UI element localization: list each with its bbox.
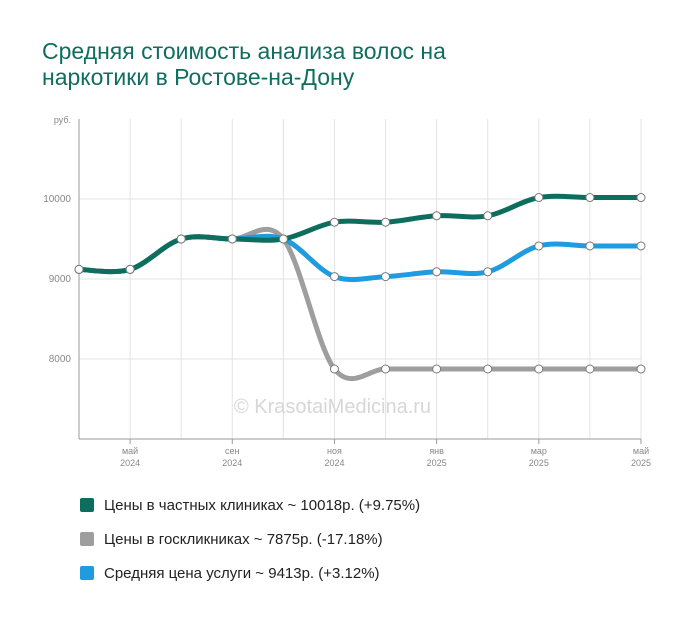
series-point-2 — [483, 211, 493, 221]
legend-swatch-private — [80, 498, 94, 512]
series-point-2 — [585, 193, 595, 203]
series-point-1 — [636, 241, 646, 251]
series-point-0 — [432, 364, 442, 374]
series-point-1 — [585, 241, 595, 251]
series-point-0 — [585, 364, 595, 374]
series-point-2 — [278, 234, 288, 244]
x-tick-month: сен — [225, 446, 240, 456]
series-point-2 — [176, 234, 186, 244]
x-tick-month: май — [122, 446, 138, 456]
series-point-1 — [329, 272, 339, 282]
series-point-2 — [74, 264, 84, 274]
x-tick-month: май — [633, 446, 649, 456]
series-point-1 — [483, 267, 493, 277]
legend-item-public[interactable]: Цены в госкликниках ~ 7875р. (-17.18%) — [80, 522, 420, 556]
series-point-2 — [125, 264, 135, 274]
watermark: © KrasotaiMedicina.ru — [234, 396, 432, 418]
x-tick-year: 2024 — [222, 458, 242, 468]
legend-label-average: Средняя цена услуги ~ 9413р. (+3.12%) — [104, 564, 380, 582]
chart-legend: Цены в частных клиниках ~ 10018р. (+9.75… — [80, 488, 420, 590]
series-point-0 — [329, 364, 339, 374]
series-point-0 — [483, 364, 493, 374]
x-tick-month: ноя — [327, 446, 342, 456]
series-point-0 — [534, 364, 544, 374]
series-point-2 — [534, 193, 544, 203]
legend-swatch-average — [80, 566, 94, 580]
series-point-0 — [636, 364, 646, 374]
chart-title-line-1: Средняя стоимость анализа волос на — [42, 38, 446, 64]
x-tick-year: 2025 — [529, 458, 549, 468]
series-point-1 — [381, 272, 391, 282]
series-point-2 — [227, 234, 237, 244]
chart-title-line-2: наркотики в Ростове-на-Дону — [42, 64, 355, 90]
series-line-2 — [76, 193, 644, 275]
series-point-2 — [636, 193, 646, 203]
series-point-2 — [329, 217, 339, 227]
legend-swatch-public — [80, 532, 94, 546]
legend-label-public: Цены в госкликниках ~ 7875р. (-17.18%) — [104, 530, 383, 548]
series-point-1 — [534, 241, 544, 251]
y-tick-label: 10000 — [43, 194, 71, 205]
series-line-1 — [76, 233, 644, 283]
series-point-0 — [381, 364, 391, 374]
legend-label-private: Цены в частных клиниках ~ 10018р. (+9.75… — [104, 496, 421, 514]
y-tick-label: 9000 — [49, 274, 72, 285]
x-tick-month: мар — [531, 446, 547, 456]
legend-item-average[interactable]: Средняя цена услуги ~ 9413р. (+3.12%) — [80, 556, 420, 590]
legend-item-private[interactable]: Цены в частных клиниках ~ 10018р. (+9.75… — [80, 488, 420, 522]
x-tick-year: 2024 — [324, 458, 344, 468]
series-point-2 — [432, 211, 442, 221]
x-tick-year: 2025 — [631, 458, 651, 468]
series-point-2 — [381, 217, 391, 227]
chart-title: Средняя стоимость анализа волос на нарко… — [42, 38, 602, 90]
series-point-1 — [432, 267, 442, 277]
x-tick-month: янв — [429, 446, 444, 456]
x-tick-year: 2024 — [120, 458, 140, 468]
series-line-0 — [76, 226, 644, 382]
y-axis-unit-label: руб. — [54, 115, 71, 125]
x-tick-year: 2025 — [427, 458, 447, 468]
y-tick-label: 8000 — [49, 354, 72, 365]
